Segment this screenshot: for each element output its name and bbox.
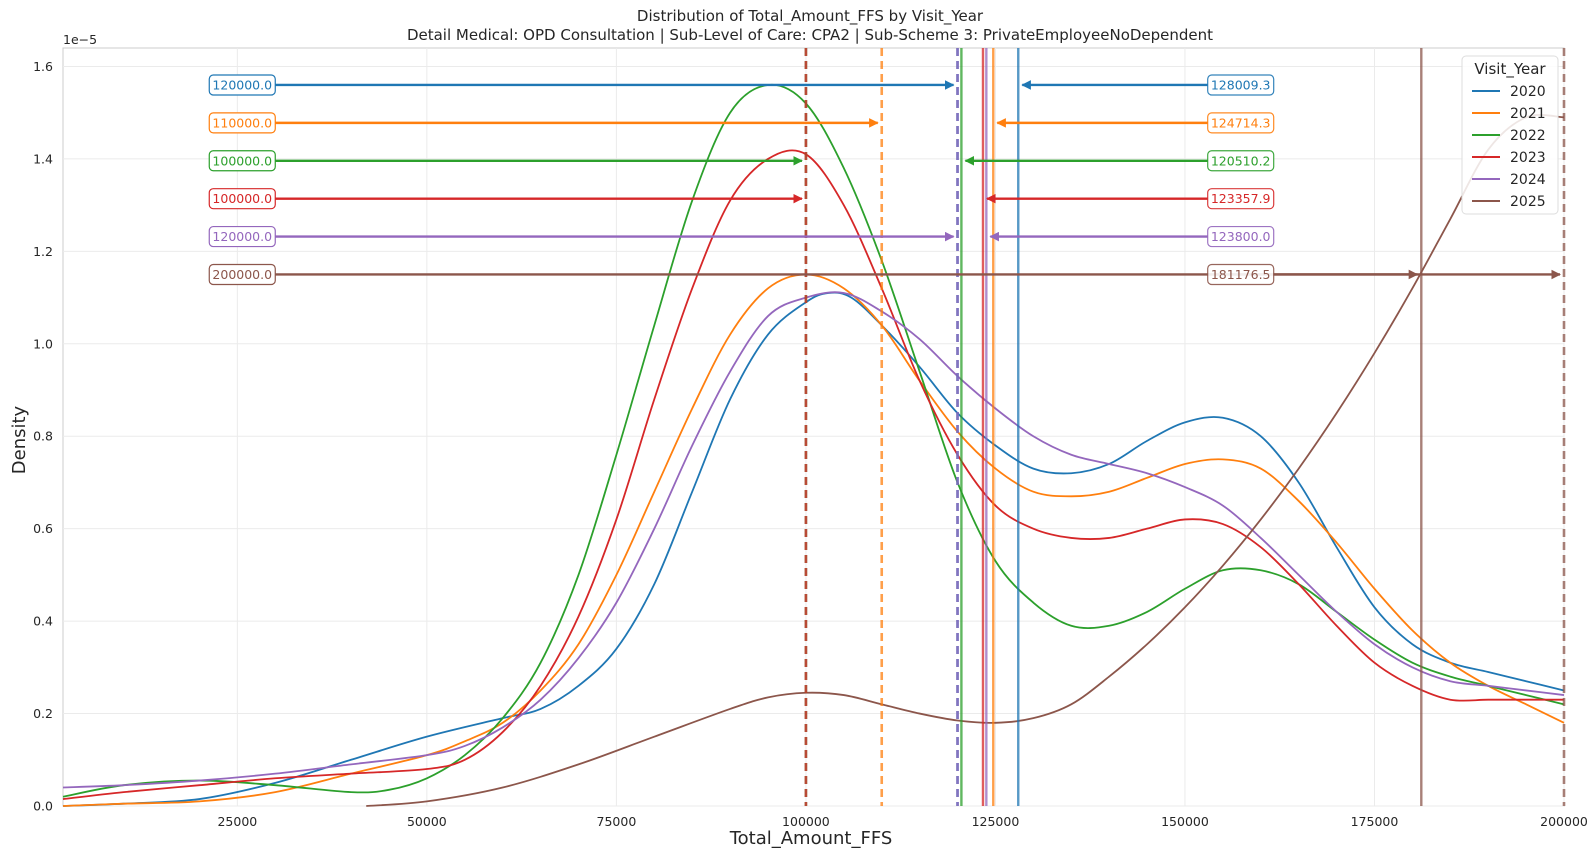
x-tick-label: 25000 — [217, 814, 257, 829]
mean-value-box-2024 — [1207, 225, 1275, 248]
y-tick-label: 0.8 — [33, 429, 53, 444]
y-tick-label: 1.2 — [33, 244, 53, 259]
legend-label-2024: 2024 — [1510, 172, 1546, 188]
mean-value-label-2020: 128009.3 — [1211, 77, 1271, 92]
legend-label-2020: 2020 — [1510, 84, 1546, 100]
plot-area — [62, 47, 1565, 807]
density-curve-2022 — [62, 83, 1565, 798]
median-value-label-2025: 200000.0 — [212, 267, 272, 282]
x-tick-label: 175000 — [1351, 814, 1399, 829]
mean-value-label-2022: 120510.2 — [1211, 153, 1271, 168]
legend-label-2025: 2025 — [1510, 194, 1546, 210]
median-value-label-2020: 120000.0 — [212, 77, 272, 92]
mean-value-box-2020 — [1207, 74, 1275, 96]
mean-value-label-2023: 123357.9 — [1211, 191, 1271, 206]
legend-title: Visit_Year — [1474, 60, 1546, 79]
x-tick-label: 50000 — [407, 814, 447, 829]
x-tick-label: 150000 — [1161, 814, 1209, 829]
axis-ticks: 25000 50000 75000 100000 125000 150000 175000 2… — [33, 59, 1588, 829]
median-value-label-2022: 100000.0 — [212, 153, 272, 168]
x-tick-label: 100000 — [782, 814, 830, 829]
y-tick-label: 1.6 — [33, 59, 53, 74]
y-tick-label: 0.0 — [33, 799, 53, 814]
y-tick-label: 0.6 — [33, 521, 53, 536]
y-tick-label: 0.2 — [33, 706, 53, 721]
mean-value-box-2021 — [1207, 112, 1275, 134]
y-tick-label: 1.4 — [33, 151, 53, 166]
mean-value-box-2023 — [1207, 188, 1275, 210]
chart-subtitle: Detail Medical: OPD Consultation | Sub-L… — [407, 26, 1213, 44]
x-tick-label: 75000 — [597, 814, 637, 829]
mean-value-label-2025: 181176.5 — [1211, 267, 1271, 282]
y-scale-label: 1e−5 — [63, 32, 97, 47]
mean-value-box-2022 — [1207, 150, 1275, 172]
density-curve-2025 — [366, 114, 1565, 807]
density-curve-2023 — [62, 149, 1564, 800]
x-axis-label: Total_Amount_FFS — [729, 828, 893, 849]
legend-label-2023: 2023 — [1510, 150, 1546, 166]
y-tick-label: 0.4 — [33, 614, 53, 629]
median-value-box-2023 — [208, 188, 276, 210]
median-value-box-2020 — [208, 74, 276, 96]
legend: Visit_Year 2020 2021 2022 2023 2024 2025 — [1461, 55, 1559, 215]
legend-box — [1461, 55, 1559, 215]
chart-title: Distribution of Total_Amount_FFS by Visi… — [637, 7, 984, 26]
median-value-box-2024 — [208, 225, 276, 248]
median-mean-lines — [804, 48, 1566, 806]
legend-label-2021: 2021 — [1510, 106, 1546, 122]
median-value-label-2023: 100000.0 — [212, 191, 272, 206]
annotations: 120000.0 128009.3 110000.0 124714.3 100000.0… — [208, 74, 1561, 286]
y-axis-label: Density — [9, 405, 30, 474]
x-tick-label: 200000 — [1540, 814, 1588, 829]
median-value-label-2024: 120000.0 — [212, 229, 272, 244]
median-value-box-2021 — [208, 112, 276, 134]
median-value-box-2025 — [208, 263, 276, 286]
mean-value-box-2025 — [1207, 263, 1275, 286]
x-tick-label: 125000 — [972, 814, 1020, 829]
mean-value-label-2021: 124714.3 — [1211, 115, 1271, 130]
grid — [62, 47, 1565, 807]
mean-value-label-2024: 123800.0 — [1211, 229, 1271, 244]
legend-label-2022: 2022 — [1510, 128, 1546, 144]
y-tick-label: 1.0 — [33, 336, 53, 351]
median-value-label-2021: 110000.0 — [212, 115, 272, 130]
median-value-box-2022 — [208, 150, 276, 172]
